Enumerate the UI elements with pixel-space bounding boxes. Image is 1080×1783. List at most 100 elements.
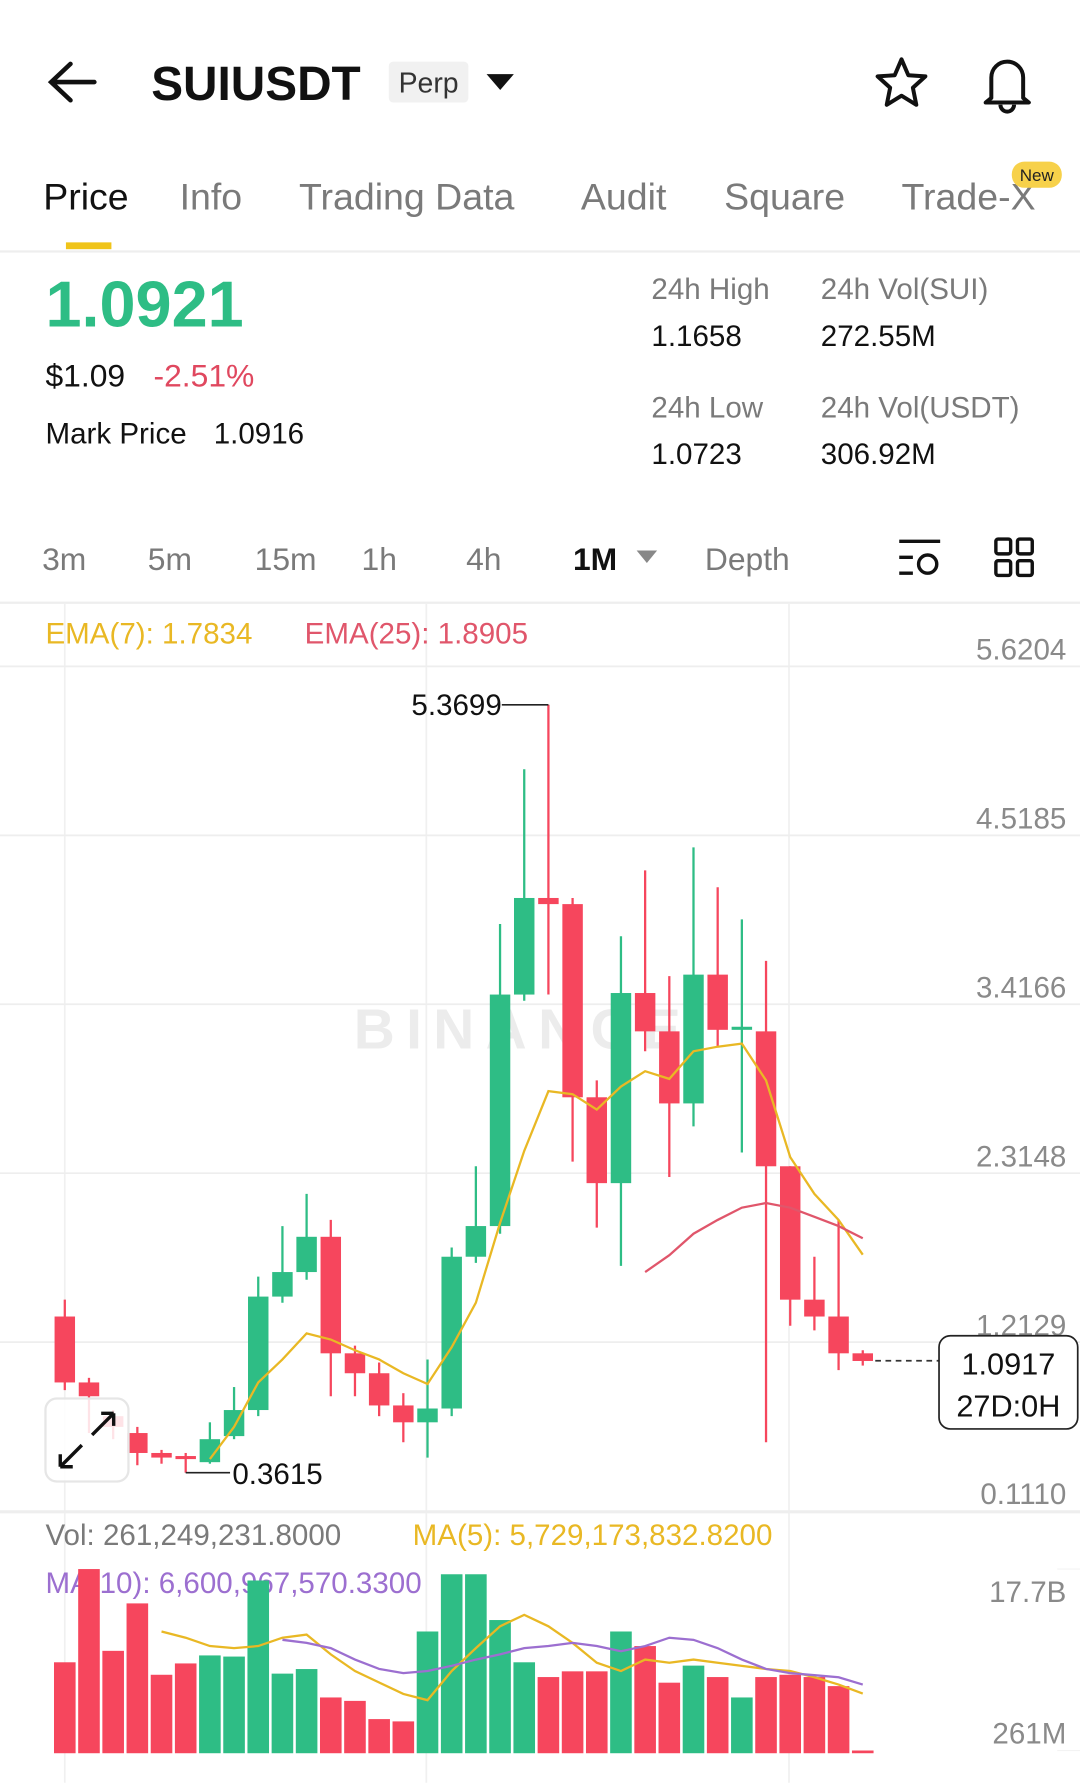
chart-settings-icon[interactable]: [899, 539, 941, 575]
stat-label: 24h High: [651, 273, 769, 306]
mark-price: 1.0916: [214, 418, 304, 451]
volume-bar: [682, 1665, 705, 1754]
volume-bar: [658, 1682, 681, 1754]
volume-label: Vol: 261,249,231.8000: [45, 1519, 341, 1552]
volume-bar: [827, 1686, 850, 1754]
ma-label: MA(10): 6,600,967,570.3300: [45, 1567, 421, 1600]
candle-body: [441, 1256, 462, 1409]
volume-bar: [102, 1650, 124, 1754]
candle-body: [272, 1272, 293, 1297]
price-change: -2.51%: [153, 358, 254, 394]
candle-body: [514, 897, 535, 995]
volume-bar: [344, 1700, 366, 1754]
volume-bar: [803, 1677, 826, 1754]
volume-bar: [126, 1603, 149, 1754]
interval[interactable]: 15m: [255, 541, 317, 577]
mark-label: Mark Price: [45, 418, 186, 451]
volume-bar: [174, 1663, 197, 1754]
symbol: SUIUSDT: [151, 58, 361, 111]
tab[interactable]: Trade-X: [902, 175, 1036, 217]
candle-body: [804, 1299, 825, 1317]
interval[interactable]: 4h: [466, 541, 501, 577]
candle-body: [586, 1097, 608, 1184]
kline-chart: BINANCE EMA(7): 1.7834 EMA(25): 1.8905 V…: [0, 603, 1080, 1783]
candle-body: [199, 1439, 221, 1463]
new-badge-bg: [1011, 161, 1062, 188]
volume-tick-label: 17.7B: [989, 1576, 1066, 1609]
volume-bar: [755, 1677, 777, 1754]
volume-tick-label: 261M: [992, 1718, 1066, 1751]
y-tick-label: 4.5185: [976, 803, 1066, 836]
volume-bar: [392, 1721, 415, 1754]
ema-label: EMA(25): 1.8905: [305, 618, 528, 651]
candle-body: [562, 904, 583, 1098]
y-tick-label: 2.3148: [976, 1140, 1066, 1173]
candle-body: [175, 1456, 196, 1460]
favorite-star[interactable]: [875, 57, 928, 107]
stat-label: 24h Vol(SUI): [821, 273, 989, 306]
alert-bell[interactable]: [983, 59, 1031, 114]
stat-value: 1.1658: [651, 320, 741, 353]
expand-arrows: [58, 1411, 116, 1469]
tab[interactable]: Trading Data: [299, 175, 515, 217]
perp-badge: Perp: [399, 67, 459, 99]
volume-bar: [223, 1656, 245, 1754]
candle-body: [538, 897, 559, 905]
interval-dropdown[interactable]: [636, 550, 658, 563]
volume-bar: [706, 1677, 729, 1754]
high-label: 5.3699: [411, 689, 501, 722]
tab-indicator: [65, 242, 112, 250]
candle-body: [320, 1236, 342, 1354]
expand-button[interactable]: [44, 1397, 130, 1483]
ema-label: EMA(7): 1.7834: [45, 618, 252, 651]
interval[interactable]: 1M: [573, 541, 617, 577]
interval[interactable]: 1h: [362, 541, 397, 577]
divider: [0, 1511, 1080, 1514]
interval[interactable]: 3m: [42, 541, 86, 577]
candle-body: [368, 1373, 390, 1406]
volume-bar: [610, 1631, 632, 1754]
candle-body: [393, 1405, 414, 1423]
tab[interactable]: Square: [724, 175, 845, 217]
stat-value: 306.92M: [821, 438, 936, 471]
countdown: 27D:0H: [956, 1388, 1060, 1423]
ema-line: [208, 1042, 864, 1460]
candle-body: [344, 1353, 366, 1374]
tab[interactable]: Info: [180, 175, 243, 217]
volume-bar: [416, 1631, 439, 1754]
candle-body: [127, 1433, 148, 1453]
ma-line: [282, 1636, 864, 1686]
y-tick-label: 3.4166: [976, 971, 1066, 1004]
candle-body: [151, 1452, 172, 1458]
badge-bg: [388, 61, 469, 103]
volume-bar: [513, 1662, 536, 1754]
candle-body: [779, 1166, 801, 1300]
ma-label: MA(5): 5,729,173,832.8200: [413, 1519, 773, 1552]
interval[interactable]: 5m: [148, 541, 192, 577]
stat-value: 272.55M: [821, 320, 936, 353]
symbol-dropdown[interactable]: [486, 74, 514, 91]
interval[interactable]: Depth: [705, 541, 790, 577]
volume-bar: [851, 1750, 874, 1754]
volume-bar: [271, 1673, 294, 1754]
tab[interactable]: Price: [43, 175, 128, 217]
candle-body: [296, 1236, 317, 1273]
volume-bar: [537, 1677, 560, 1754]
back-arrow: [47, 61, 97, 103]
candle-body: [659, 1031, 680, 1104]
candle-body: [731, 1026, 753, 1030]
ema-line: [644, 1201, 864, 1273]
last-price-label: 1.0917: [961, 1346, 1055, 1381]
back-button[interactable]: [47, 61, 97, 103]
volume-bar: [440, 1574, 463, 1754]
volume-bar: [150, 1674, 173, 1754]
icon-lines: [899, 539, 941, 575]
candle-body: [852, 1353, 873, 1361]
tab[interactable]: Audit: [581, 175, 667, 217]
divider: [0, 250, 1080, 253]
stat-value: 1.0723: [651, 438, 741, 471]
icon-cell: [1015, 537, 1034, 556]
divider: [0, 601, 1080, 604]
layout-icon[interactable]: [994, 537, 1034, 578]
